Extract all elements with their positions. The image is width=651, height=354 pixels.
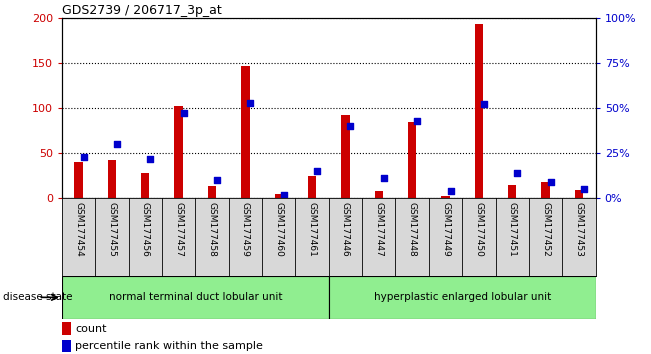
- Point: [245, 100, 256, 105]
- Bar: [308, 176, 316, 198]
- Text: GSM177455: GSM177455: [107, 202, 117, 257]
- Bar: [408, 122, 417, 198]
- Bar: [441, 195, 450, 198]
- Point: [112, 141, 122, 147]
- Text: normal terminal duct lobular unit: normal terminal duct lobular unit: [109, 292, 282, 302]
- Bar: [542, 182, 550, 198]
- Point: [178, 110, 189, 116]
- Text: GSM177458: GSM177458: [208, 202, 217, 257]
- Bar: [575, 190, 583, 198]
- Point: [412, 118, 422, 124]
- Text: GSM177461: GSM177461: [307, 202, 316, 257]
- Bar: [341, 115, 350, 198]
- Text: GSM177460: GSM177460: [274, 202, 283, 257]
- Text: GSM177449: GSM177449: [441, 202, 450, 257]
- Text: GSM177446: GSM177446: [341, 202, 350, 257]
- FancyBboxPatch shape: [62, 276, 329, 319]
- Bar: [208, 185, 216, 198]
- Text: GSM177452: GSM177452: [541, 202, 550, 257]
- Bar: [62, 340, 72, 352]
- Point: [212, 177, 222, 183]
- Text: GSM177456: GSM177456: [141, 202, 150, 257]
- Bar: [241, 65, 249, 198]
- Bar: [174, 106, 183, 198]
- Point: [512, 170, 523, 176]
- Bar: [62, 322, 72, 335]
- Text: disease state: disease state: [3, 292, 73, 302]
- Text: GSM177454: GSM177454: [74, 202, 83, 257]
- Point: [546, 179, 556, 185]
- Text: GSM177453: GSM177453: [574, 202, 583, 257]
- Text: GSM177459: GSM177459: [241, 202, 250, 257]
- Point: [379, 176, 389, 181]
- Bar: [275, 194, 283, 198]
- Text: GSM177457: GSM177457: [174, 202, 183, 257]
- Point: [478, 102, 489, 107]
- Text: count: count: [76, 324, 107, 333]
- Text: percentile rank within the sample: percentile rank within the sample: [76, 341, 263, 351]
- Point: [579, 187, 589, 192]
- Bar: [374, 191, 383, 198]
- Text: GDS2739 / 206717_3p_at: GDS2739 / 206717_3p_at: [62, 4, 221, 17]
- Text: GSM177448: GSM177448: [408, 202, 417, 257]
- Point: [345, 123, 355, 129]
- Bar: [475, 24, 483, 198]
- Text: GSM177450: GSM177450: [475, 202, 484, 257]
- Point: [145, 156, 156, 161]
- Bar: [508, 185, 516, 198]
- Bar: [74, 162, 83, 198]
- Point: [279, 192, 289, 198]
- Bar: [107, 160, 116, 198]
- Text: hyperplastic enlarged lobular unit: hyperplastic enlarged lobular unit: [374, 292, 551, 302]
- Point: [78, 154, 89, 160]
- Bar: [141, 173, 150, 198]
- Text: GSM177451: GSM177451: [508, 202, 517, 257]
- Point: [445, 188, 456, 194]
- Text: GSM177447: GSM177447: [374, 202, 383, 257]
- Point: [312, 168, 322, 174]
- FancyBboxPatch shape: [329, 276, 596, 319]
